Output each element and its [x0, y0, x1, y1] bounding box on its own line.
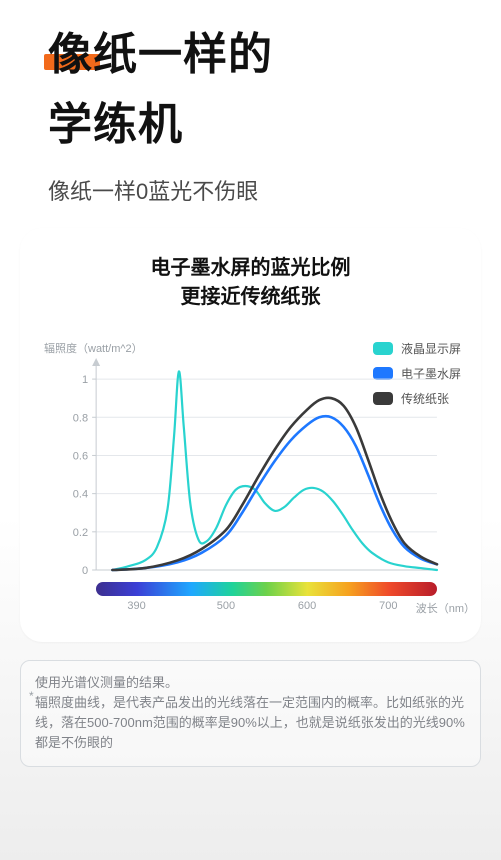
footnote-line2: 辐照度曲线，是代表产品发出的光线落在一定范围内的概率。比如纸张的光线，落在500…: [35, 693, 466, 753]
svg-text:1: 1: [82, 374, 88, 386]
chart-series: [112, 416, 437, 570]
chart-series: [112, 398, 437, 570]
footnote-box: * 使用光谱仪测量的结果。 辐照度曲线，是代表产品发出的光线落在一定范围内的概率…: [20, 660, 481, 767]
chart-xtick: 600: [298, 600, 316, 612]
chart-card: 电子墨水屏的蓝光比例 更接近传统纸张 辐照度（watt/m^2） 液晶显示屏电子…: [20, 228, 481, 642]
chart-plot: 0 0.2 0.4 0.6 0.8 1: [40, 356, 461, 576]
svg-text:0.2: 0.2: [73, 527, 88, 539]
footnote-star-icon: *: [29, 687, 34, 706]
svg-text:0.4: 0.4: [73, 489, 88, 501]
chart-xtick: 700: [379, 600, 397, 612]
chart-xtick: 390: [127, 600, 145, 612]
spectrum-bar: [96, 582, 437, 596]
card-title-line2: 更接近传统纸张: [40, 283, 461, 312]
footnote-line1: 使用光谱仪测量的结果。: [35, 673, 466, 693]
chart-series: [112, 371, 437, 570]
svg-text:0: 0: [82, 565, 88, 576]
legend-item: 液晶显示屏: [373, 340, 461, 357]
chart-xlabel: 波长（nm）: [416, 600, 475, 616]
card-title-line1: 电子墨水屏的蓝光比例: [40, 254, 461, 283]
chart-xtick: 500: [217, 600, 235, 612]
legend-label: 液晶显示屏: [401, 340, 461, 357]
svg-text:0.6: 0.6: [73, 450, 88, 462]
svg-text:0.8: 0.8: [73, 412, 88, 424]
chart: 辐照度（watt/m^2） 液晶显示屏电子墨水屏传统纸张 00.20.40.60…: [40, 342, 461, 622]
chart-ylabel: 辐照度（watt/m^2）: [44, 340, 143, 356]
page-title-line1: 像纸一样的: [48, 18, 501, 82]
page-subtitle: 像纸一样0蓝光不伤眼: [0, 174, 501, 206]
page-title-line2: 学练机: [48, 88, 501, 152]
legend-swatch: [373, 342, 393, 355]
